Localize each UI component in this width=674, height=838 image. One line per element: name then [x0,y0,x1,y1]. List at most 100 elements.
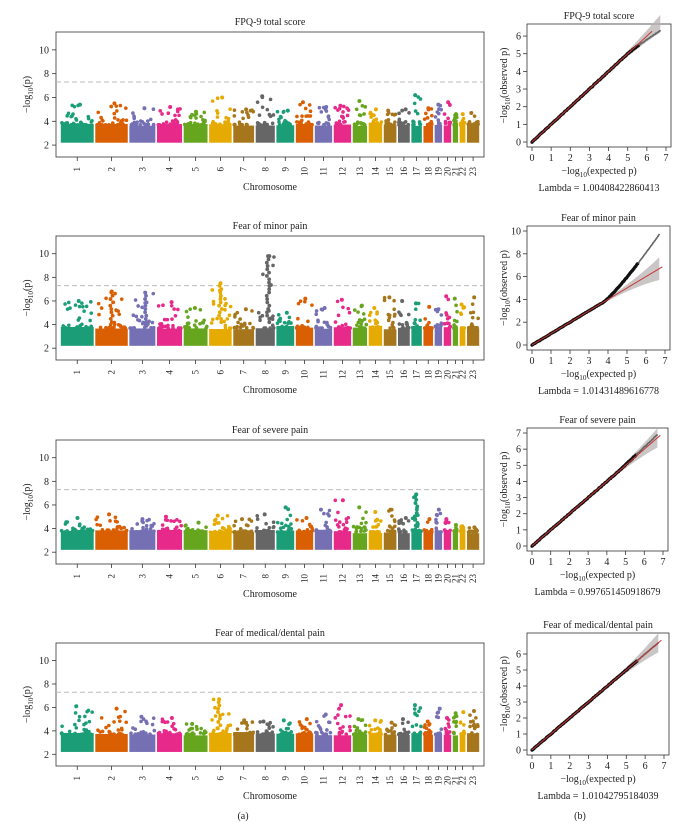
chromosome-11-point [319,530,324,534]
chromosome-1-top-point [74,704,79,709]
y-tick-label: 6 [516,272,521,283]
chromosome-13-points [352,99,368,143]
chromosome-18-top-point [427,517,432,522]
x-tick-label: 18 [423,776,433,786]
chromosome-15-point [391,326,396,330]
chromosome-7-point [235,324,239,329]
chromosome-2-point [117,524,122,529]
chromosome-8-peak-point [264,260,269,265]
chromosome-21-points [451,711,459,752]
chromosome-5-body [183,735,208,752]
chromosome-1-point [73,122,77,127]
chromosome-3-point [133,732,137,737]
chromosome-13-point [361,516,365,521]
chromosome-19-point [439,323,443,327]
chromosome-1-top-point [76,298,81,303]
chromosome-13-point [354,107,359,112]
chromosome-4-point [170,119,175,123]
chromosome-1-points [60,298,94,346]
chromosome-15-point [387,524,392,528]
chromosome-3-points [129,106,156,143]
chromosome-2-point [119,297,124,301]
chromosome-6-peak-point [218,723,223,728]
x-tick-label: 13 [355,370,365,380]
x-tick-label: 15 [385,167,395,177]
chromosome-19-point [436,111,441,116]
chromosome-2-point [100,729,105,734]
x-tick-label: 14 [370,574,380,584]
chromosome-8-point [271,520,276,525]
chromosome-4-point [172,519,176,524]
chromosome-19-point [438,731,442,735]
chromosome-6-peak-point [219,307,224,311]
chromosome-6-point [226,723,230,728]
chromosome-14-top-point [372,306,377,311]
chromosome-6-point [210,718,214,722]
chromosome-15-point [383,732,388,737]
chromosome-1-point [77,304,82,309]
chromosome-13-point [355,525,359,529]
chromosome-6-point [210,121,215,125]
chromosome-5-point [195,529,199,534]
chromosome-14-points [368,510,383,550]
chromosome-10-top-point [300,100,305,105]
chromosome-3-point [135,522,140,526]
chromosome-2-point [113,291,117,296]
chromosome-9-point [275,520,280,525]
chromosome-9-point [286,528,291,532]
chromosome-21-top-point [453,711,458,716]
x-tick-label: 20 [442,776,452,786]
chromosome-13-point [359,521,364,526]
chromosome-11-points [313,712,333,752]
chromosome-3-point [141,520,145,525]
chromosome-10-points [295,717,314,752]
chromosome-3-point [134,314,139,319]
chromosome-2-point [116,728,121,732]
chromosome-18-point [426,730,430,735]
chromosome-6-peak-point [219,287,224,292]
chromosome-16-top-point [403,515,408,520]
chromosome-8-point [271,263,275,268]
x-tick-label: 1 [549,356,554,367]
chromosome-20-top-point [444,517,449,522]
chromosome-2-point [104,296,108,301]
chromosome-7-point [237,120,242,124]
chromosome-14-point [370,325,375,330]
chromosome-12-point [337,706,341,711]
chromosome-6-point [218,731,223,736]
chromosome-19-top-point [436,507,441,512]
chromosome-6-points [209,95,232,143]
x-tick-label: 7 [662,761,667,772]
x-tick-label: 2 [107,776,117,781]
chromosome-8-peak-point [264,274,269,278]
chromosome-6-top-point [217,697,222,702]
chromosome-12-point [348,714,352,718]
chromosome-23-point [475,122,480,126]
x-tick-label: 8 [260,167,270,172]
chromosome-12-point [343,322,348,327]
chromosome-16-point [407,111,411,115]
chromosome-19-point [434,517,438,522]
chromosome-13-point [353,731,358,736]
chromosome-6-point [227,122,232,126]
chromosome-6-point [228,107,232,111]
x-tick-label: 20 [442,574,452,584]
chromosome-6-top-point [218,281,223,286]
chromosome-17-point [413,527,418,532]
chromosome-7-point [235,731,240,736]
chromosome-8-point [264,729,269,733]
chromosome-5-point [194,326,199,330]
chromosome-6-point [228,529,233,534]
chromosome-4-points [156,715,183,752]
chromosome-21-point [453,715,457,719]
chromosome-3-point [132,326,136,330]
chromosome-1-point [71,112,75,116]
y-axis-label: −log10(observed p) [499,48,512,124]
chromosome-21-top-point [452,296,457,301]
chromosome-18-points [422,304,434,346]
chromosome-1-point [76,318,81,322]
x-tick-label: 0 [530,153,535,164]
qq-plot-3: Fear of severe pain 0 1 2 3 4 5 6 7 0 1 2 3 4 5 6 7 −log1… [499,415,669,598]
chromosome-12-body [333,531,352,550]
chromosome-6-point [227,712,231,716]
